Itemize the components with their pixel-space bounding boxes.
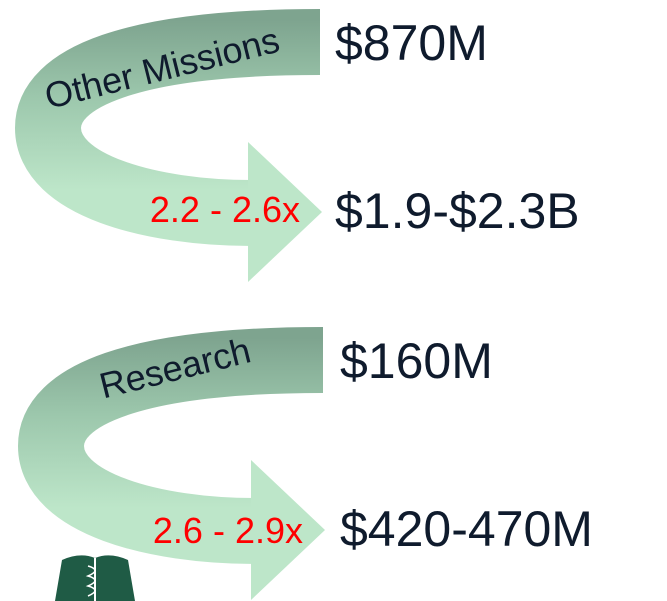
to-value: $420-470M: [340, 501, 593, 557]
multiplier: 2.6 - 2.9x: [153, 510, 303, 551]
multiplier: 2.2 - 2.6x: [150, 189, 300, 230]
to-value: $1.9-$2.3B: [335, 183, 580, 239]
growth-group: Other Missions $870M 2.2 - 2.6x $1.9-$2.…: [14, 9, 580, 282]
book-icon: [55, 555, 135, 601]
from-value: $160M: [340, 333, 493, 389]
arrow-head: [248, 142, 322, 282]
curved-arrow: [14, 9, 321, 246]
growth-group: Research $160M 2.6 - 2.9x $420-470M: [17, 327, 593, 600]
arrow-head: [251, 460, 325, 600]
curved-arrow: [17, 327, 324, 564]
from-value: $870M: [335, 15, 488, 71]
